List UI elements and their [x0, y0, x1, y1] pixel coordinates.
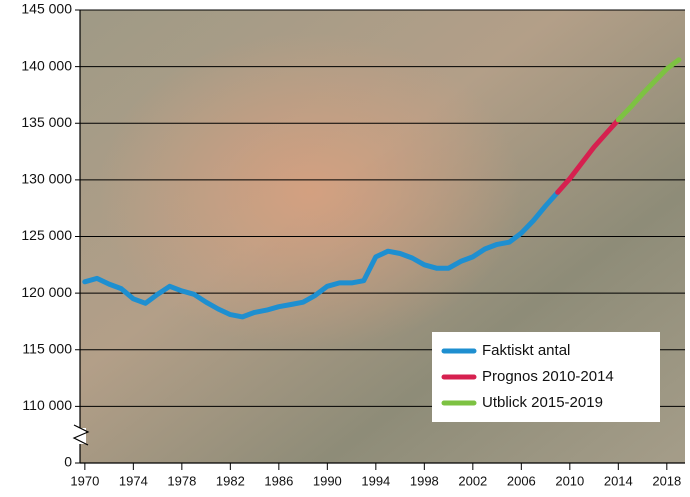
x-tick-label: 2014	[604, 473, 633, 488]
x-tick-label: 1998	[410, 473, 439, 488]
legend-label: Prognos 2010-2014	[482, 368, 614, 385]
y-tick-label: 115 000	[22, 340, 72, 356]
x-tick-label: 1986	[264, 473, 293, 488]
x-tick-label: 2018	[652, 473, 681, 488]
legend-label: Utblick 2015-2019	[482, 394, 603, 411]
y-tick-label: 120 000	[21, 284, 72, 300]
x-tick-label: 1974	[119, 473, 148, 488]
x-tick-label: 2002	[458, 473, 487, 488]
x-tick-label: 2010	[555, 473, 584, 488]
legend-label: Faktiskt antal	[482, 342, 570, 359]
y-tick-label: 125 000	[21, 227, 72, 243]
x-tick-label: 1970	[70, 473, 99, 488]
y-tick-label: 0	[64, 454, 72, 470]
y-tick-label: 130 000	[21, 171, 72, 187]
y-tick-label: 135 000	[21, 114, 72, 130]
y-tick-label: 140 000	[21, 57, 72, 73]
x-tick-label: 1990	[313, 473, 342, 488]
chart: Faktiskt antal Prognos 2010-2014 Utblick 2…	[0, 0, 690, 497]
y-tick-label: 145 000	[21, 1, 72, 17]
x-tick-label: 1982	[216, 473, 245, 488]
x-tick-label: 1994	[361, 473, 390, 488]
x-tick-label: 2006	[507, 473, 536, 488]
y-tick-label: 110 000	[22, 397, 72, 413]
x-tick-label: 1978	[167, 473, 196, 488]
